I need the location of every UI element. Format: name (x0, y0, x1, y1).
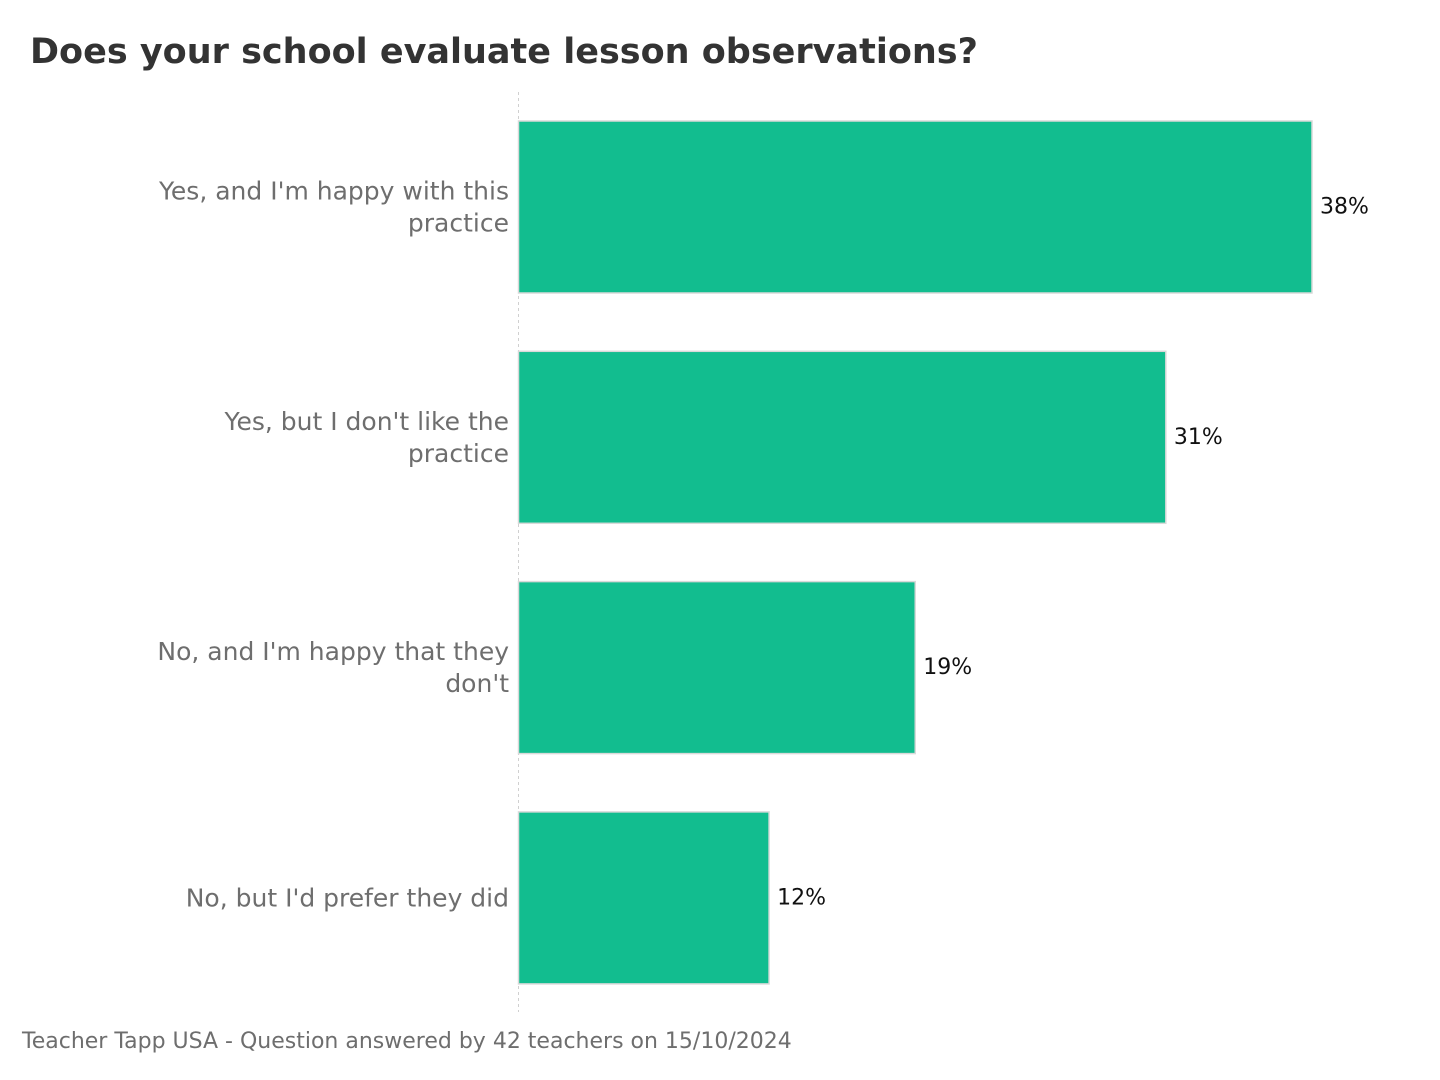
value-label: 31% (1174, 425, 1223, 450)
bars-layer (517, 120, 1313, 985)
bar-yes-and-i-m-happy-with-this-practice (517, 120, 1313, 294)
bar-no-and-i-m-happy-that-they-don-t (517, 580, 916, 755)
value-label: 12% (777, 885, 826, 910)
footer-note: Teacher Tapp USA - Question answered by … (22, 1029, 792, 1054)
labels-layer: 38% Yes, and I'm happy with this practice 3… (157, 177, 1369, 913)
category-label: Yes, but I don't like the practice (224, 407, 510, 468)
category-label: Yes, and I'm happy with this practice (158, 177, 509, 238)
chart-title: Does your school evaluate lesson observa… (30, 32, 978, 72)
category-label: No, but I'd prefer they did (186, 883, 509, 912)
value-label: 38% (1320, 195, 1369, 220)
bar-no-but-i-d-prefer-they-did (517, 811, 770, 985)
value-label: 19% (923, 655, 972, 680)
bar-yes-but-i-don-t-like-the-practice (517, 350, 1167, 525)
category-label: No, and I'm happy that they don't (157, 637, 509, 698)
